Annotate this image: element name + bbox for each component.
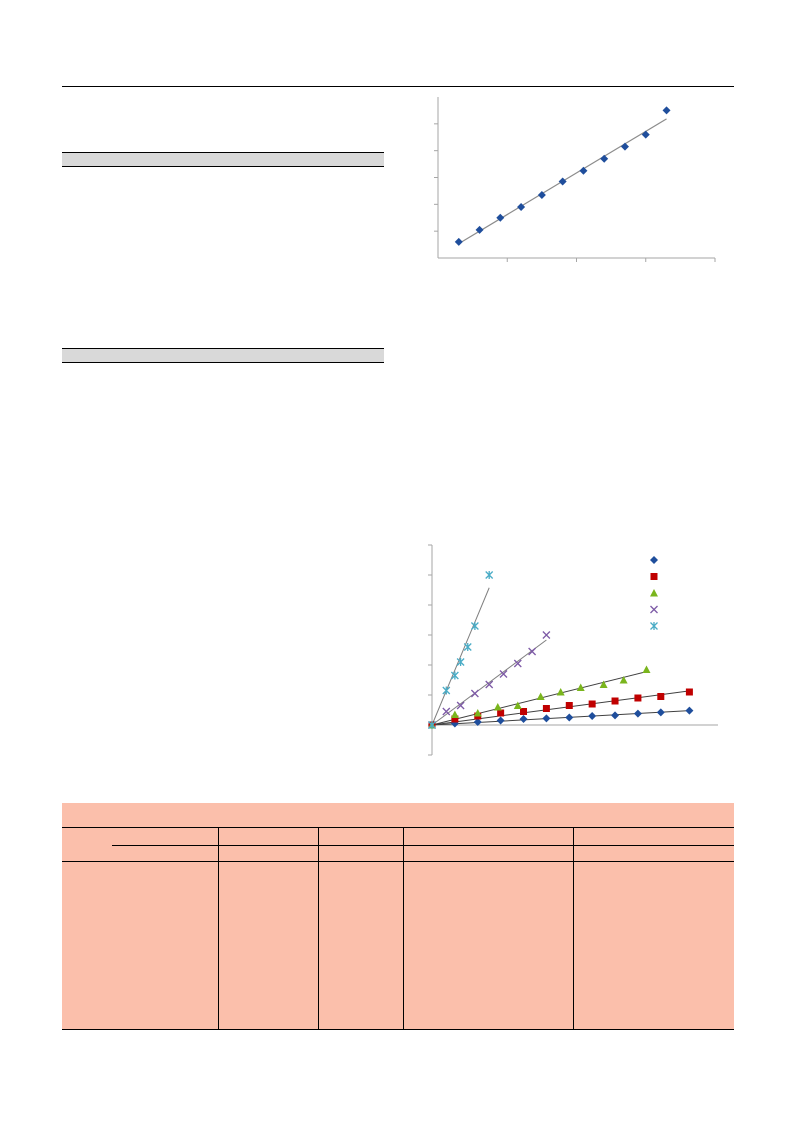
- column-divider: [218, 827, 219, 1029]
- data-point: [528, 647, 537, 656]
- data-point: [558, 177, 567, 186]
- data-point: [542, 714, 551, 723]
- legend-marker: [650, 622, 658, 630]
- data-point: [537, 190, 546, 199]
- data-point: [634, 694, 642, 702]
- trend-line: [431, 639, 547, 726]
- data-point: [685, 706, 694, 715]
- body-rule: [62, 861, 734, 862]
- data-point: [579, 166, 588, 175]
- header-rule: [62, 827, 734, 828]
- column-divider: [573, 827, 574, 1029]
- data-point: [517, 203, 526, 212]
- data-point: [496, 213, 505, 222]
- calibration-scatter-chart: [434, 97, 716, 262]
- column-divider: [403, 827, 404, 1029]
- data-point: [620, 142, 629, 151]
- trend-line: [431, 587, 490, 726]
- column-divider: [318, 827, 319, 1029]
- data-point: [565, 713, 574, 722]
- legend-marker: [650, 573, 658, 580]
- data-point: [642, 665, 651, 673]
- data-point: [470, 689, 479, 698]
- header-rule: [62, 86, 734, 87]
- table-1-header-bar: [62, 152, 384, 167]
- data-point: [470, 622, 479, 630]
- data-point: [473, 718, 482, 726]
- data-point: [641, 130, 650, 139]
- data-point: [657, 693, 665, 700]
- data-point: [454, 237, 463, 246]
- data-point: [485, 571, 494, 579]
- data-point: [600, 154, 609, 163]
- data-point: [662, 106, 671, 115]
- data-point: [475, 225, 484, 234]
- legend-marker: [650, 556, 658, 564]
- data-point: [496, 716, 505, 725]
- data-point: [442, 686, 451, 695]
- data-point: [542, 631, 551, 639]
- data-point: [611, 711, 620, 720]
- data-point: [473, 709, 482, 717]
- data-point: [463, 643, 472, 651]
- data-point: [513, 659, 522, 668]
- trend-line: [431, 710, 690, 726]
- data-point: [588, 700, 596, 708]
- data-point: [611, 697, 619, 705]
- data-point: [520, 708, 528, 715]
- data-point: [599, 680, 608, 688]
- data-point: [493, 703, 502, 711]
- data-point: [519, 715, 528, 723]
- data-point: [565, 702, 573, 709]
- table-2-header-bar: [62, 348, 384, 363]
- data-point: [633, 709, 642, 718]
- data-point: [499, 670, 508, 678]
- legend-marker: [650, 589, 658, 597]
- data-point: [485, 680, 494, 689]
- data-point: [556, 688, 565, 696]
- data-point: [456, 658, 465, 666]
- data-point: [513, 701, 522, 709]
- data-point: [619, 676, 628, 684]
- data-point: [576, 683, 585, 691]
- data-point: [656, 708, 665, 717]
- results-table: [62, 803, 734, 1030]
- data-point: [536, 692, 545, 700]
- data-point: [450, 671, 459, 680]
- data-point: [497, 709, 505, 717]
- data-point: [442, 707, 451, 716]
- data-point: [542, 705, 550, 712]
- subheader-rule: [112, 845, 734, 846]
- data-point: [428, 721, 436, 729]
- data-point: [588, 712, 597, 720]
- data-point: [685, 688, 693, 696]
- data-point: [451, 715, 459, 723]
- multi-series-scatter-chart: [428, 544, 718, 756]
- data-point: [450, 710, 459, 718]
- data-point: [456, 701, 465, 710]
- legend-marker: [650, 605, 658, 614]
